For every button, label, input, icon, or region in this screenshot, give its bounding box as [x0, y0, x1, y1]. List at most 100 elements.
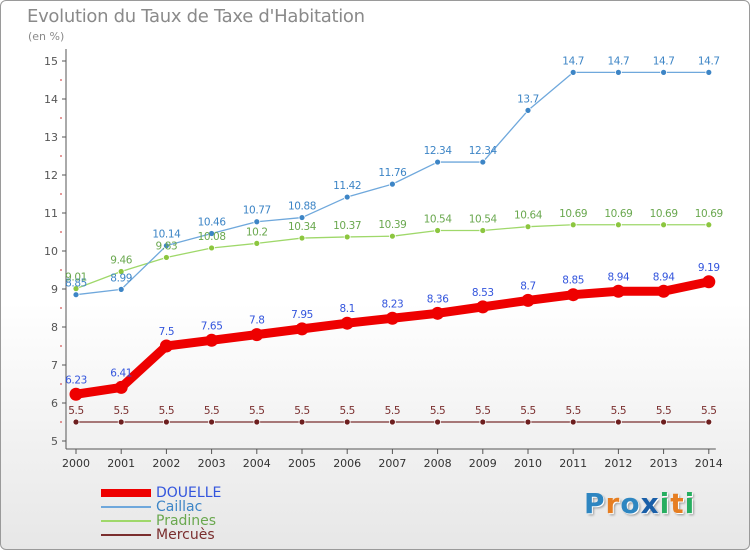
data-label: 5.5	[159, 405, 175, 417]
data-label: 14.7	[698, 55, 720, 67]
data-point	[702, 275, 716, 289]
data-label: 5.5	[701, 405, 717, 417]
data-label: 14.7	[562, 55, 584, 67]
data-point	[388, 232, 396, 240]
x-tick-label: 2008	[424, 457, 452, 470]
y-tick-label: 8	[51, 321, 58, 334]
data-label: 14.7	[608, 55, 630, 67]
data-point	[431, 306, 445, 320]
data-label: 5.5	[249, 405, 265, 417]
data-point	[521, 293, 535, 307]
data-point	[705, 418, 713, 426]
data-point	[159, 339, 173, 353]
data-point	[660, 418, 667, 426]
x-tick-label: 2012	[604, 457, 632, 470]
x-tick-label: 2010	[514, 457, 542, 470]
data-point	[524, 223, 532, 231]
data-label: 8.36	[427, 293, 449, 305]
data-point	[162, 254, 170, 261]
data-label: 5.5	[113, 405, 129, 417]
data-point	[250, 328, 264, 342]
data-label: 5.5	[565, 405, 581, 417]
data-point	[479, 158, 487, 166]
y-tick-label: 7	[51, 359, 58, 372]
data-label: 5.5	[204, 405, 220, 417]
data-label: 10.39	[378, 219, 406, 231]
data-label: 10.54	[424, 213, 453, 225]
y-tick-label: 6	[51, 397, 58, 410]
data-point	[611, 284, 625, 298]
data-point	[69, 387, 83, 401]
x-tick-label: 2004	[243, 457, 271, 470]
data-label: 8.1	[339, 303, 355, 315]
data-label: 10.46	[198, 217, 227, 229]
data-point	[385, 311, 399, 325]
logo-letter: i	[659, 487, 671, 520]
data-label: 10.77	[243, 205, 271, 217]
data-point	[114, 380, 128, 394]
data-label: 6.23	[65, 374, 87, 386]
data-label: 11.76	[378, 167, 407, 179]
data-label: 10.88	[288, 201, 316, 213]
logo-letter: t	[670, 487, 685, 520]
data-label: 9.46	[110, 255, 132, 267]
data-point	[569, 221, 577, 229]
data-label: 8.85	[65, 278, 87, 290]
logo-letter: r	[605, 487, 621, 520]
x-tick-label: 2001	[107, 457, 135, 470]
data-point	[253, 418, 261, 426]
data-point	[388, 418, 396, 426]
data-label: 8.7	[520, 280, 536, 292]
data-point	[298, 234, 306, 242]
legend-label: Mercuès	[156, 527, 215, 543]
data-label: 7.5	[159, 326, 175, 338]
data-label: 10.37	[333, 220, 361, 232]
y-tick-label: 11	[44, 207, 58, 220]
y-tick-label: 5	[51, 435, 58, 448]
data-point	[117, 418, 125, 426]
data-label: 8.23	[382, 298, 404, 310]
data-label: 11.42	[333, 180, 361, 192]
data-label: 10.34	[288, 221, 317, 233]
data-point	[208, 230, 216, 237]
x-tick-label: 2005	[288, 457, 316, 470]
data-label: 5.5	[68, 405, 84, 417]
data-point	[295, 322, 309, 336]
data-point	[162, 242, 170, 250]
data-label: 8.99	[110, 272, 132, 284]
data-point	[208, 418, 216, 426]
data-label: 5.5	[430, 405, 446, 417]
x-tick-label: 2006	[333, 457, 361, 470]
data-point	[208, 244, 216, 252]
data-label: 10.14	[152, 229, 181, 241]
data-point	[524, 107, 532, 114]
data-label: 9.83	[156, 240, 178, 252]
data-label: 10.64	[514, 210, 543, 222]
data-label: 10.54	[469, 213, 498, 225]
y-tick-label: 15	[44, 55, 58, 68]
logo-letter: x	[640, 487, 660, 520]
data-label: 12.34	[424, 145, 453, 157]
data-point	[657, 284, 671, 298]
data-label: 5.5	[611, 405, 627, 417]
legend-swatch	[101, 489, 151, 497]
data-label: 10.2	[246, 226, 268, 238]
logo-letter: o	[620, 487, 641, 520]
data-point	[615, 221, 622, 229]
chart-title: Evolution du Taux de Taxe d'Habitation	[27, 6, 365, 27]
data-label: 12.34	[469, 145, 498, 157]
data-label: 7.8	[249, 315, 265, 327]
data-point	[705, 69, 713, 76]
data-label: 8.94	[653, 271, 675, 283]
data-label: 8.53	[472, 287, 494, 299]
data-label: 7.65	[201, 320, 223, 332]
x-tick-label: 2000	[62, 457, 90, 470]
data-label: 5.5	[385, 405, 401, 417]
data-point	[615, 69, 622, 76]
data-label: 8.94	[608, 271, 630, 283]
legend-label: Caillac	[156, 499, 203, 515]
data-point	[524, 418, 532, 426]
data-label: 5.5	[656, 405, 672, 417]
